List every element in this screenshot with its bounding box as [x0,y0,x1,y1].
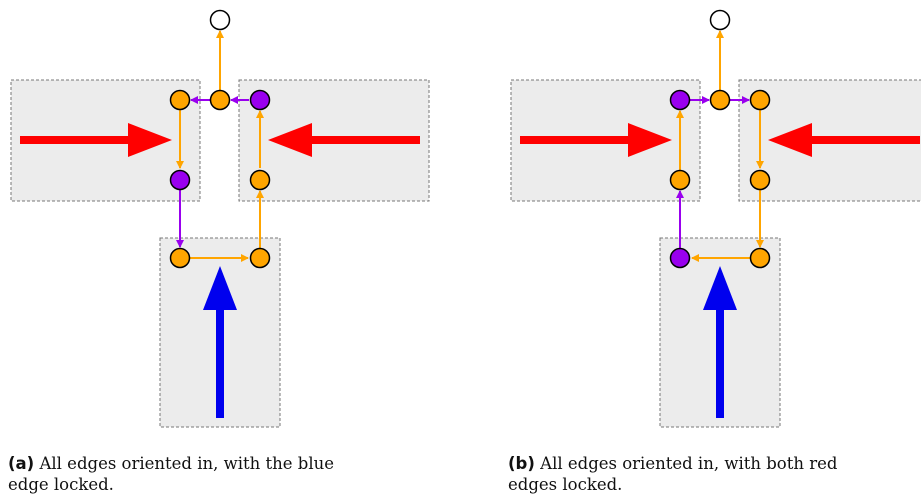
red-edge-left [520,123,672,157]
orange-vertex [749,89,771,111]
purple-vertex [669,247,691,269]
caption-b-tag: (b) [508,454,535,473]
panel-a [10,9,430,428]
orange-vertex [749,247,771,269]
red-edge-left [20,123,172,157]
output-vertex [209,9,231,31]
caption-b-line2: edges locked. [508,475,623,494]
panel-b [510,9,921,428]
orange-vertex [249,247,271,269]
purple-vertex [169,169,191,191]
orange-vertex [169,247,191,269]
caption-b-line1: (b) All edges oriented in, with both red [508,453,837,474]
caption-a-line1: (a) All edges oriented in, with the blue [8,453,334,474]
caption-b: (b) All edges oriented in, with both red… [508,453,837,495]
purple-vertex [249,89,271,111]
blue-edge [203,266,237,418]
orange-vertex [249,169,271,191]
caption-a: (a) All edges oriented in, with the blue… [8,453,334,495]
caption-a-tag: (a) [8,454,35,473]
red-edge-right [268,123,420,157]
orange-vertex [669,169,691,191]
blue-edge [703,266,737,418]
orange-vertex [749,169,771,191]
red-edge-right [768,123,920,157]
output-vertex [709,9,731,31]
caption-a-text: All edges oriented in, with the blue [39,454,335,473]
orange-vertex [209,89,231,111]
purple-vertex [669,89,691,111]
caption-b-text: All edges oriented in, with both red [540,454,838,473]
orange-vertex [169,89,191,111]
caption-a-line2: edge locked. [8,475,114,494]
orange-vertex [709,89,731,111]
